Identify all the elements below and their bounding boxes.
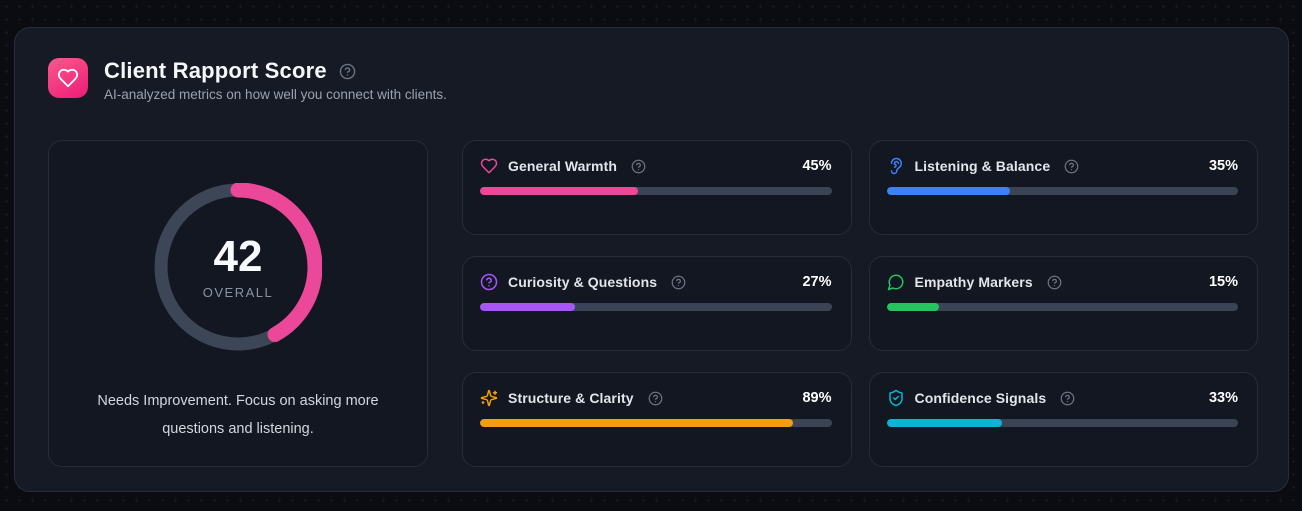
sparkles-icon [480, 389, 498, 407]
chat-bubble-icon [887, 273, 905, 291]
overall-score-label: OVERALL [202, 284, 274, 300]
help-circle-icon [1064, 159, 1079, 174]
progress-fill [480, 303, 575, 311]
progress-track [886, 419, 1238, 427]
content-row: 42 OVERALL Needs Improvement. Focus on a… [48, 140, 1258, 467]
metric-percent: 33% [1208, 390, 1238, 406]
help-circle-icon [339, 63, 356, 80]
overall-score-card: 42 OVERALL Needs Improvement. Focus on a… [48, 140, 428, 467]
help-circle-icon [671, 275, 686, 290]
metric-help-button[interactable] [1060, 391, 1075, 406]
overall-gauge: 42 OVERALL [154, 183, 322, 351]
progress-track [886, 303, 1238, 311]
metric-label: Curiosity & Questions [508, 274, 658, 290]
metric-label: Structure & Clarity [508, 390, 634, 406]
question-circle-icon [480, 273, 498, 291]
heart-icon [57, 67, 79, 89]
metric-card-general-warmth: General Warmth 45% [462, 140, 852, 235]
metric-grid: General Warmth 45% L [462, 140, 1258, 467]
panel-header: Client Rapport Score AI-analyzed metrics… [48, 58, 1258, 102]
progress-track [886, 187, 1238, 195]
metric-label: General Warmth [508, 158, 618, 174]
metric-percent: 89% [802, 390, 832, 406]
metric-label: Confidence Signals [914, 390, 1047, 406]
metric-card-empathy-markers: Empathy Markers 15% [868, 256, 1258, 351]
progress-track [480, 419, 832, 427]
metric-card-listening-balance: Listening & Balance 35% [868, 140, 1258, 235]
page-subtitle: AI-analyzed metrics on how well you conn… [104, 87, 447, 102]
progress-fill [480, 419, 793, 427]
progress-fill [886, 419, 1003, 427]
metric-card-structure-clarity: Structure & Clarity 89% [462, 372, 852, 467]
ear-icon [887, 157, 905, 175]
gauge-center: 42 OVERALL [154, 183, 322, 351]
shield-check-icon [887, 389, 905, 407]
metric-label: Empathy Markers [914, 274, 1033, 290]
metric-percent: 45% [802, 158, 832, 174]
metric-percent: 15% [1208, 274, 1238, 290]
metric-label: Listening & Balance [914, 158, 1051, 174]
metric-card-curiosity-questions: Curiosity & Questions 27% [462, 256, 852, 351]
overall-message: Needs Improvement. Focus on asking more … [97, 393, 379, 438]
metric-percent: 35% [1208, 158, 1238, 174]
help-circle-icon [1060, 391, 1075, 406]
progress-track [480, 187, 832, 195]
heart-icon [480, 157, 498, 175]
page-title: Client Rapport Score [104, 58, 327, 83]
title-help-button[interactable] [339, 63, 356, 80]
metric-percent: 27% [802, 274, 832, 290]
metric-card-confidence-signals: Confidence Signals 33% [868, 372, 1258, 467]
header-text: Client Rapport Score AI-analyzed metrics… [104, 58, 447, 102]
progress-fill [480, 187, 639, 195]
heart-badge [48, 58, 88, 98]
metric-help-button[interactable] [1047, 275, 1062, 290]
help-circle-icon [631, 159, 646, 174]
help-circle-icon [1047, 275, 1062, 290]
help-circle-icon [648, 391, 663, 406]
progress-fill [886, 303, 940, 311]
progress-track [480, 303, 832, 311]
metric-help-button[interactable] [648, 391, 663, 406]
client-rapport-panel: Client Rapport Score AI-analyzed metrics… [14, 27, 1289, 492]
gauge-arc [154, 183, 322, 351]
metric-help-button[interactable] [1064, 159, 1079, 174]
metric-help-button[interactable] [671, 275, 686, 290]
metric-help-button[interactable] [631, 159, 646, 174]
progress-fill [886, 187, 1010, 195]
overall-score-value: 42 [213, 231, 263, 281]
